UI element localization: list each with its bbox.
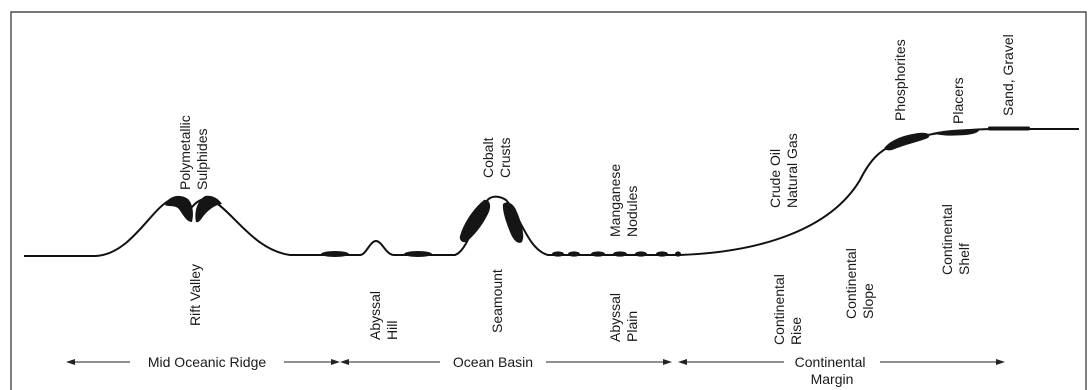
label-abyssal-hill: Abyssal Hill	[367, 287, 400, 340]
basin-nodule	[404, 251, 432, 257]
label-cobalt-crusts: Cobalt Crusts	[480, 134, 513, 178]
zone-label-continental-margin: Continental Margin	[795, 354, 870, 387]
manganese-nodule	[552, 251, 564, 257]
arrow-right-icon	[663, 359, 672, 365]
manganese-nodule	[635, 251, 647, 257]
label-continental-shelf: Continental Shelf	[939, 200, 972, 275]
label-rift-valley: Rift Valley	[187, 264, 203, 326]
cobalt-crust-left	[459, 199, 491, 243]
sulphide-deposit-right	[195, 195, 222, 223]
deposit-labels: Polymetallic Sulphides Cobalt Crusts Man…	[177, 34, 1016, 237]
phosphorite-deposit	[884, 132, 930, 151]
label-continental-slope: Continental Slope	[843, 244, 876, 319]
arrow-left-icon	[66, 359, 75, 365]
zone-label-mid-oceanic-ridge: Mid Oceanic Ridge	[148, 354, 266, 370]
zone-arrows: Mid Oceanic Ridge Ocean Basin Continenta…	[66, 354, 1005, 387]
manganese-nodule	[656, 251, 668, 257]
label-phosphorites: Phosphorites	[892, 39, 908, 121]
manganese-nodule	[613, 251, 627, 257]
placer-deposit	[932, 129, 979, 136]
cobalt-crust-right	[502, 202, 524, 243]
deposit-markings	[165, 126, 1030, 257]
arrow-right-icon	[331, 359, 340, 365]
label-continental-rise: Continental Rise	[771, 270, 804, 345]
arrow-right-icon	[996, 359, 1005, 365]
label-seamount: Seamount	[489, 269, 505, 333]
manganese-nodule	[568, 251, 580, 257]
sulphide-deposit-left	[165, 195, 193, 222]
label-manganese-nodules: Manganese Nodules	[607, 160, 640, 237]
arrow-left-icon	[678, 359, 687, 365]
label-sand-gravel: Sand, Gravel	[1000, 34, 1016, 116]
label-abyssal-plain: Abyssal Plain	[607, 289, 640, 342]
manganese-nodule	[591, 251, 605, 257]
label-placers: Placers	[950, 77, 966, 124]
arrow-left-icon	[340, 359, 349, 365]
label-crude-oil-natural-gas: Crude Oil Natural Gas	[767, 133, 800, 208]
basin-nodule	[321, 251, 349, 257]
sand-gravel-deposit	[988, 126, 1030, 131]
label-polymetallic-sulphides: Polymetallic Sulphides	[177, 111, 210, 190]
feature-labels: Rift Valley Abyssal Hill Seamount Abyssa…	[187, 200, 972, 345]
diagram-frame	[10, 11, 1087, 390]
zone-label-ocean-basin: Ocean Basin	[453, 354, 533, 370]
manganese-nodule	[675, 251, 681, 257]
